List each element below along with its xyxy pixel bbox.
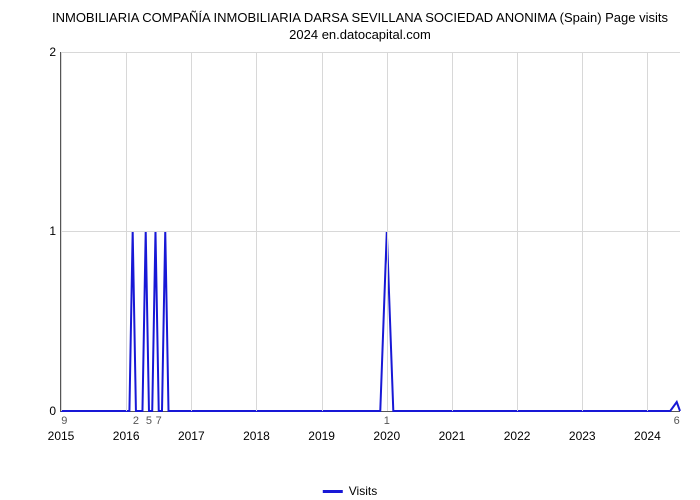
x-annotation: 6 bbox=[674, 415, 680, 427]
legend: Visits bbox=[323, 484, 377, 498]
x-tick-label: 2016 bbox=[113, 429, 140, 443]
legend-label: Visits bbox=[349, 484, 377, 498]
chart-title: INMOBILIARIA COMPAÑÍA INMOBILIARIA DARSA… bbox=[40, 10, 680, 44]
x-annotation: 9 bbox=[61, 415, 67, 427]
y-tick-label: 0 bbox=[41, 404, 56, 418]
x-annotation: 5 bbox=[146, 415, 152, 427]
x-annotation: 1 bbox=[384, 415, 390, 427]
x-tick-label: 2019 bbox=[308, 429, 335, 443]
x-tick-label: 2017 bbox=[178, 429, 205, 443]
x-tick-label: 2018 bbox=[243, 429, 270, 443]
x-annotation: 2 bbox=[133, 415, 139, 427]
x-tick-label: 2020 bbox=[373, 429, 400, 443]
x-tick-label: 2015 bbox=[48, 429, 75, 443]
y-tick-label: 2 bbox=[41, 45, 56, 59]
grid-horizontal bbox=[61, 231, 680, 232]
plot-region: 2015201620172018201920202021202220232024… bbox=[60, 52, 680, 412]
x-tick-label: 2023 bbox=[569, 429, 596, 443]
x-tick-label: 2021 bbox=[439, 429, 466, 443]
legend-swatch bbox=[323, 490, 343, 493]
y-tick-label: 1 bbox=[41, 224, 56, 238]
chart-area: 2015201620172018201920202021202220232024… bbox=[40, 52, 680, 452]
grid-horizontal bbox=[61, 52, 680, 53]
x-tick-label: 2022 bbox=[504, 429, 531, 443]
x-tick-label: 2024 bbox=[634, 429, 661, 443]
x-annotation: 7 bbox=[156, 415, 162, 427]
